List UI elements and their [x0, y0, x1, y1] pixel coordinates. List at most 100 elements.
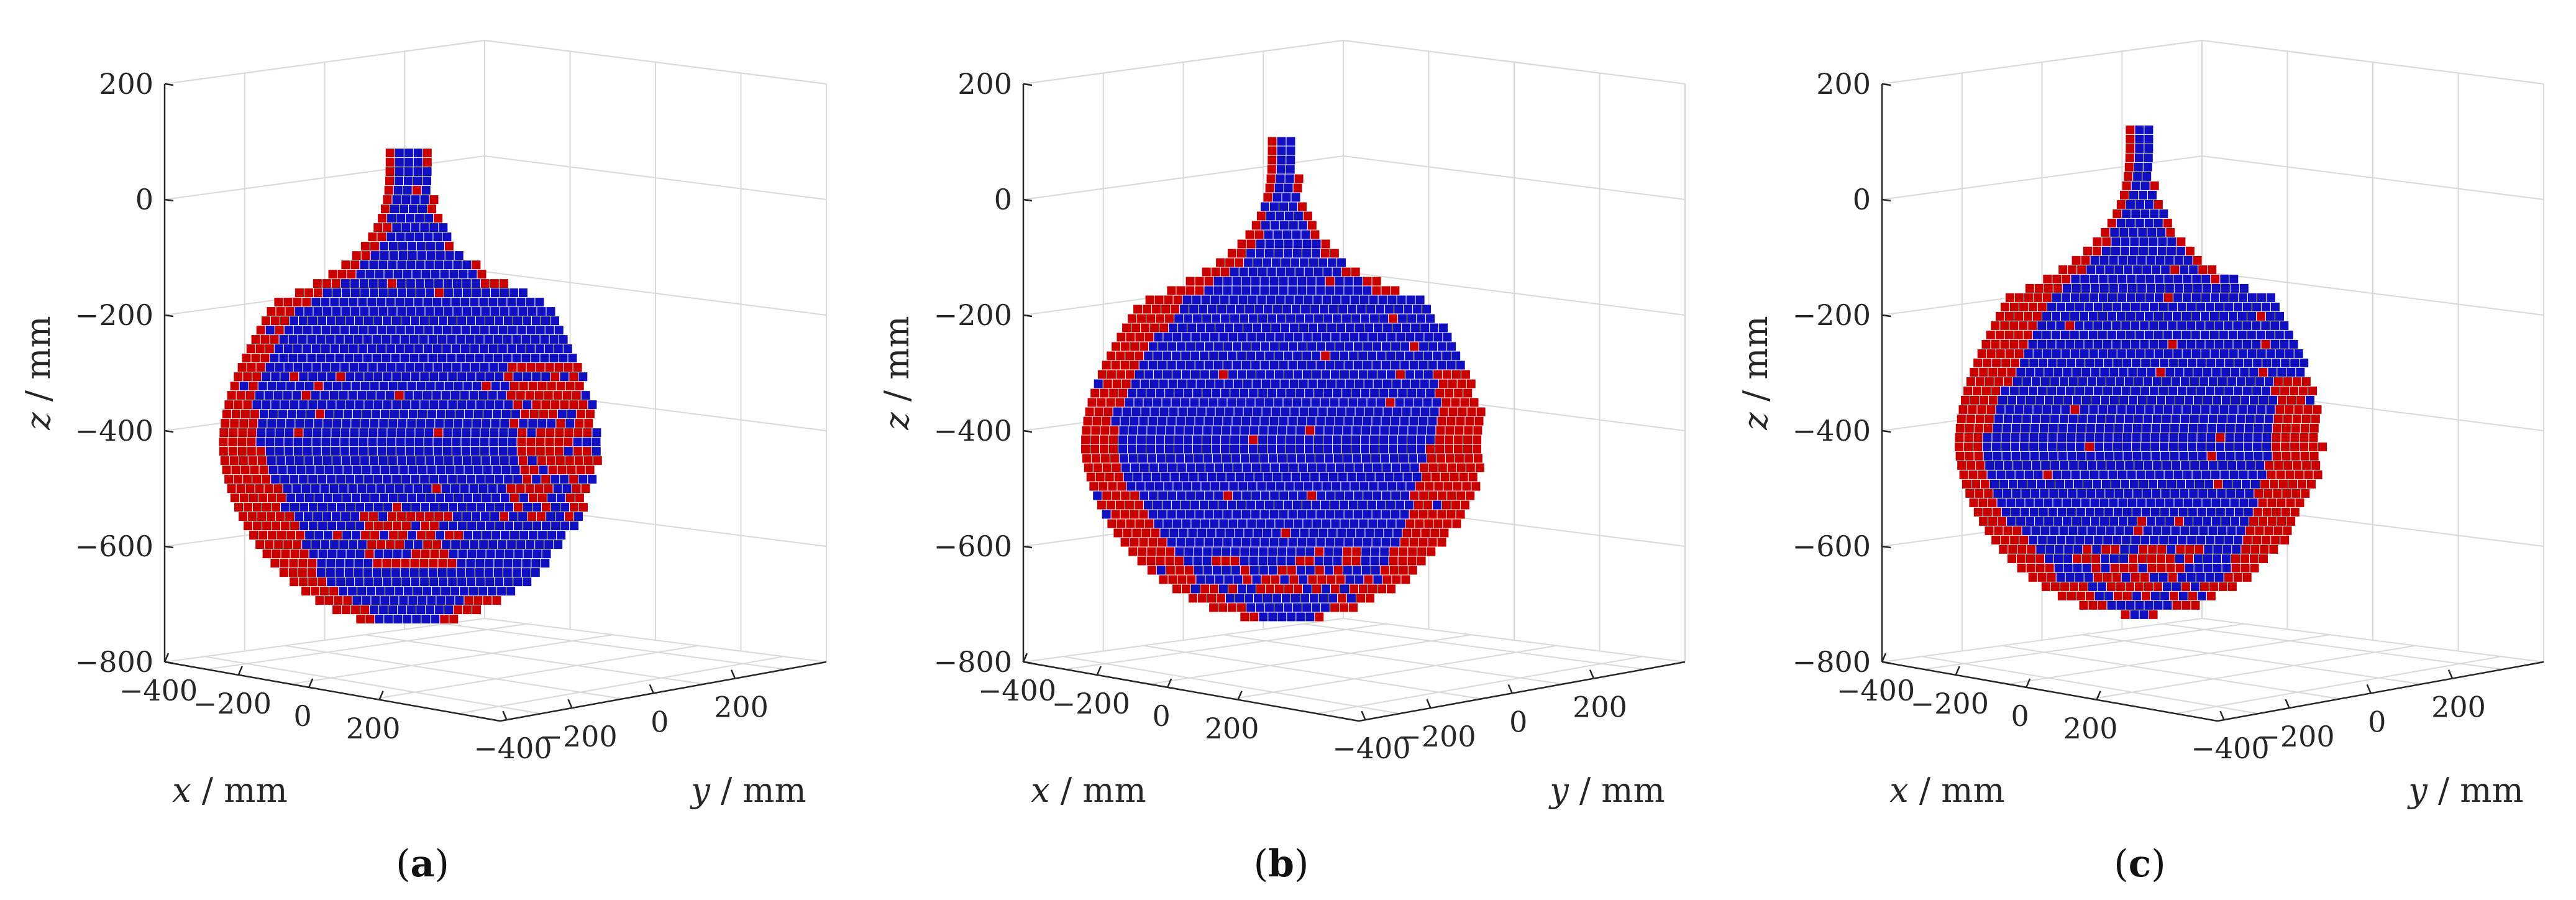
voxel	[350, 512, 360, 521]
voxel	[2263, 489, 2273, 498]
voxel	[370, 242, 379, 251]
voxel	[1221, 388, 1230, 398]
voxel	[1275, 519, 1284, 528]
voxel	[542, 549, 551, 559]
voxel	[385, 391, 395, 400]
voxel	[364, 372, 373, 382]
voxel	[413, 587, 422, 596]
voxel	[1177, 491, 1186, 500]
voxel	[1117, 333, 1126, 342]
voxel	[1169, 323, 1178, 333]
voxel	[1196, 379, 1205, 388]
voxel	[1246, 603, 1256, 612]
voxel	[534, 484, 544, 494]
voxel	[2028, 302, 2037, 311]
voxel	[1299, 407, 1309, 416]
voxel	[1404, 305, 1413, 314]
voxel	[2029, 535, 2038, 544]
voxel	[2012, 377, 2022, 386]
voxel	[2239, 283, 2249, 293]
voxel	[411, 521, 421, 531]
voxel	[2149, 339, 2158, 349]
voxel	[1307, 491, 1317, 500]
voxel	[541, 475, 550, 484]
voxel	[570, 521, 579, 531]
voxel	[281, 549, 290, 559]
voxel	[1282, 193, 1291, 202]
voxel	[327, 475, 336, 484]
voxel	[1295, 444, 1304, 454]
voxel	[1417, 444, 1425, 454]
voxel	[1396, 519, 1405, 528]
voxel	[2281, 442, 2290, 451]
z-tick-label: 200	[1816, 67, 1871, 101]
voxel	[352, 466, 362, 475]
voxel	[462, 307, 472, 316]
voxel	[2090, 283, 2099, 293]
voxel	[1128, 426, 1138, 435]
voxel	[267, 419, 276, 428]
voxel	[509, 494, 519, 503]
voxel	[2005, 293, 2014, 302]
voxel	[2194, 395, 2203, 405]
voxel	[302, 540, 311, 549]
voxel	[1180, 305, 1189, 314]
voxel	[1370, 388, 1379, 398]
voxel	[1194, 454, 1203, 463]
voxel	[1418, 510, 1428, 519]
voxel	[1331, 333, 1340, 342]
voxel	[1153, 370, 1162, 379]
voxel	[321, 326, 331, 335]
voxel	[1228, 603, 1237, 612]
voxel	[1400, 416, 1409, 426]
voxel	[439, 521, 449, 531]
voxel	[2019, 321, 2028, 330]
voxel	[1376, 398, 1386, 407]
y-tick-label: 200	[2431, 691, 2486, 724]
voxel	[405, 326, 414, 335]
voxel	[1297, 286, 1307, 295]
voxel	[311, 587, 320, 596]
voxel	[1431, 472, 1440, 482]
voxel	[1249, 547, 1259, 556]
voxel	[1235, 472, 1245, 482]
voxel	[2272, 451, 2281, 461]
voxel	[2136, 470, 2145, 479]
voxel	[1371, 547, 1380, 556]
voxel	[2061, 349, 2070, 358]
voxel	[1335, 342, 1345, 351]
voxel	[367, 344, 377, 354]
voxel	[1087, 398, 1097, 407]
voxel	[378, 260, 388, 270]
voxel	[1391, 416, 1400, 426]
voxel	[1190, 351, 1200, 360]
voxel	[2183, 274, 2192, 283]
voxel	[1344, 416, 1353, 426]
voxel	[1131, 379, 1140, 388]
voxel	[1448, 407, 1458, 416]
voxel	[2163, 293, 2173, 302]
voxel	[2237, 330, 2247, 339]
voxel	[2259, 554, 2268, 563]
voxel	[1207, 594, 1216, 603]
voxel	[1267, 137, 1277, 146]
voxel	[1148, 360, 1158, 370]
voxel	[547, 531, 557, 540]
voxel	[2067, 358, 2076, 367]
voxel	[1392, 407, 1402, 416]
voxel	[1263, 528, 1272, 538]
voxel	[371, 596, 380, 605]
voxel	[1147, 547, 1156, 556]
z-tick-mark	[1881, 198, 1891, 202]
voxel	[505, 521, 514, 531]
voxel	[2224, 339, 2233, 349]
voxel	[355, 475, 364, 484]
voxel	[327, 549, 337, 559]
voxel	[2169, 591, 2178, 600]
voxel	[2116, 200, 2126, 209]
voxel	[1351, 314, 1361, 323]
voxel	[392, 400, 401, 410]
voxel	[1409, 538, 1418, 547]
voxel	[406, 512, 416, 521]
voxel	[1353, 510, 1363, 519]
